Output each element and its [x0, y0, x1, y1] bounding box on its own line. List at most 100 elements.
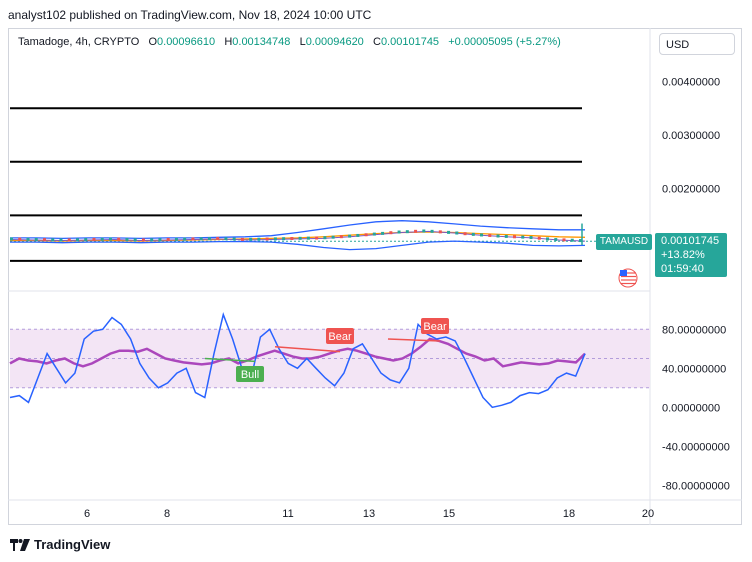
candle	[306, 236, 310, 240]
signal-badge-bull	[236, 366, 264, 382]
candle	[84, 238, 88, 242]
price-axis-tick: 0.00200000	[662, 184, 720, 196]
symbol-title[interactable]: Tamadoge, 4h, CRYPTO	[18, 36, 140, 48]
candle	[216, 236, 220, 240]
candle	[257, 237, 261, 241]
candle	[67, 238, 71, 242]
candle	[232, 237, 236, 241]
time-axis-tick: 6	[84, 508, 90, 520]
candle	[546, 237, 550, 241]
high-label: H	[224, 36, 233, 48]
candle	[26, 237, 30, 241]
candle	[298, 236, 302, 240]
signal-badge-label: Bull	[241, 369, 259, 381]
candle	[422, 229, 426, 233]
candle	[356, 233, 360, 237]
candle	[323, 236, 327, 240]
candle	[364, 233, 368, 237]
tradingview-logo[interactable]: TradingView	[10, 537, 110, 552]
candle	[405, 230, 409, 234]
candle	[166, 237, 170, 241]
candle	[125, 237, 129, 241]
candle	[158, 238, 162, 242]
candle	[59, 238, 63, 242]
candle	[381, 231, 385, 235]
candle	[331, 235, 335, 239]
candle	[100, 237, 104, 241]
candle	[150, 238, 154, 242]
candle	[438, 230, 442, 234]
close-label: C	[372, 36, 381, 48]
candle	[372, 232, 376, 236]
candle	[537, 236, 541, 240]
stoch-axis-tick: 80.00000000	[662, 324, 726, 336]
candle	[348, 234, 352, 238]
candle	[480, 233, 484, 237]
candle	[191, 237, 195, 241]
candle	[207, 237, 211, 241]
candle	[18, 237, 22, 241]
brand-name: TradingView	[34, 537, 111, 552]
low-value: 0.00094620	[305, 36, 364, 48]
stoch-d-line	[9, 337, 586, 368]
bear-divergence-line	[387, 338, 441, 342]
candle	[339, 235, 343, 239]
candle	[224, 237, 228, 241]
candle	[463, 232, 467, 236]
symbol-price-tag: TAMAUSD	[596, 234, 652, 250]
time-axis-tick: 15	[443, 508, 455, 520]
close-value: 0.00101745	[380, 36, 440, 48]
time-axis-tick: 20	[642, 508, 654, 520]
candle	[183, 237, 187, 241]
signal-badge-bear	[326, 328, 354, 344]
stoch-axis-tick: -80.00000000	[662, 480, 730, 492]
bear-divergence-line	[274, 346, 341, 353]
ohlc-legend: Tamadoge, 4h, CRYPTO O0.00096610 H0.0013…	[18, 36, 561, 48]
moving-average-line	[10, 231, 586, 242]
candle	[554, 238, 558, 242]
candle	[529, 236, 533, 240]
candle	[521, 235, 525, 239]
candle	[108, 237, 112, 241]
flag-canton	[620, 270, 627, 276]
stoch-k-line	[9, 312, 586, 409]
candle	[282, 237, 286, 241]
candle	[10, 237, 13, 241]
last-price: 0.00101745	[661, 235, 720, 247]
candle	[504, 234, 508, 238]
candle	[414, 229, 418, 233]
bollinger-upper-line	[10, 220, 585, 240]
candle	[488, 233, 492, 237]
candle	[290, 237, 294, 241]
candle	[570, 238, 574, 242]
time-axis-tick: 11	[282, 508, 293, 520]
candle	[92, 237, 96, 241]
candle	[42, 238, 46, 242]
open-label: O	[148, 36, 158, 48]
candle	[133, 238, 137, 242]
price-axis-tick: 0.00300000	[662, 130, 720, 142]
tradingview-logo-icon	[10, 538, 30, 551]
time-axis-tick: 18	[563, 508, 575, 520]
candle	[496, 234, 500, 238]
candle	[455, 231, 459, 235]
signal-badge-bear	[421, 318, 449, 334]
stoch-axis-tick: 0.00000000	[662, 402, 720, 414]
candle	[141, 238, 145, 242]
candle	[265, 237, 269, 241]
candle	[447, 230, 451, 234]
price-axis-tick: 0.00400000	[662, 76, 720, 88]
candle	[315, 236, 319, 240]
candle	[174, 237, 178, 241]
time-axis-tick: 13	[363, 508, 375, 520]
high-value: 0.00134748	[232, 36, 291, 48]
candle	[562, 238, 566, 242]
candle	[240, 237, 244, 241]
candle	[117, 237, 121, 241]
price-change: +13.82%	[661, 249, 705, 261]
currency-button[interactable]: USD	[659, 33, 735, 55]
candle	[199, 237, 203, 241]
bar-countdown: 01:59:40	[661, 263, 704, 275]
candle	[513, 235, 517, 239]
